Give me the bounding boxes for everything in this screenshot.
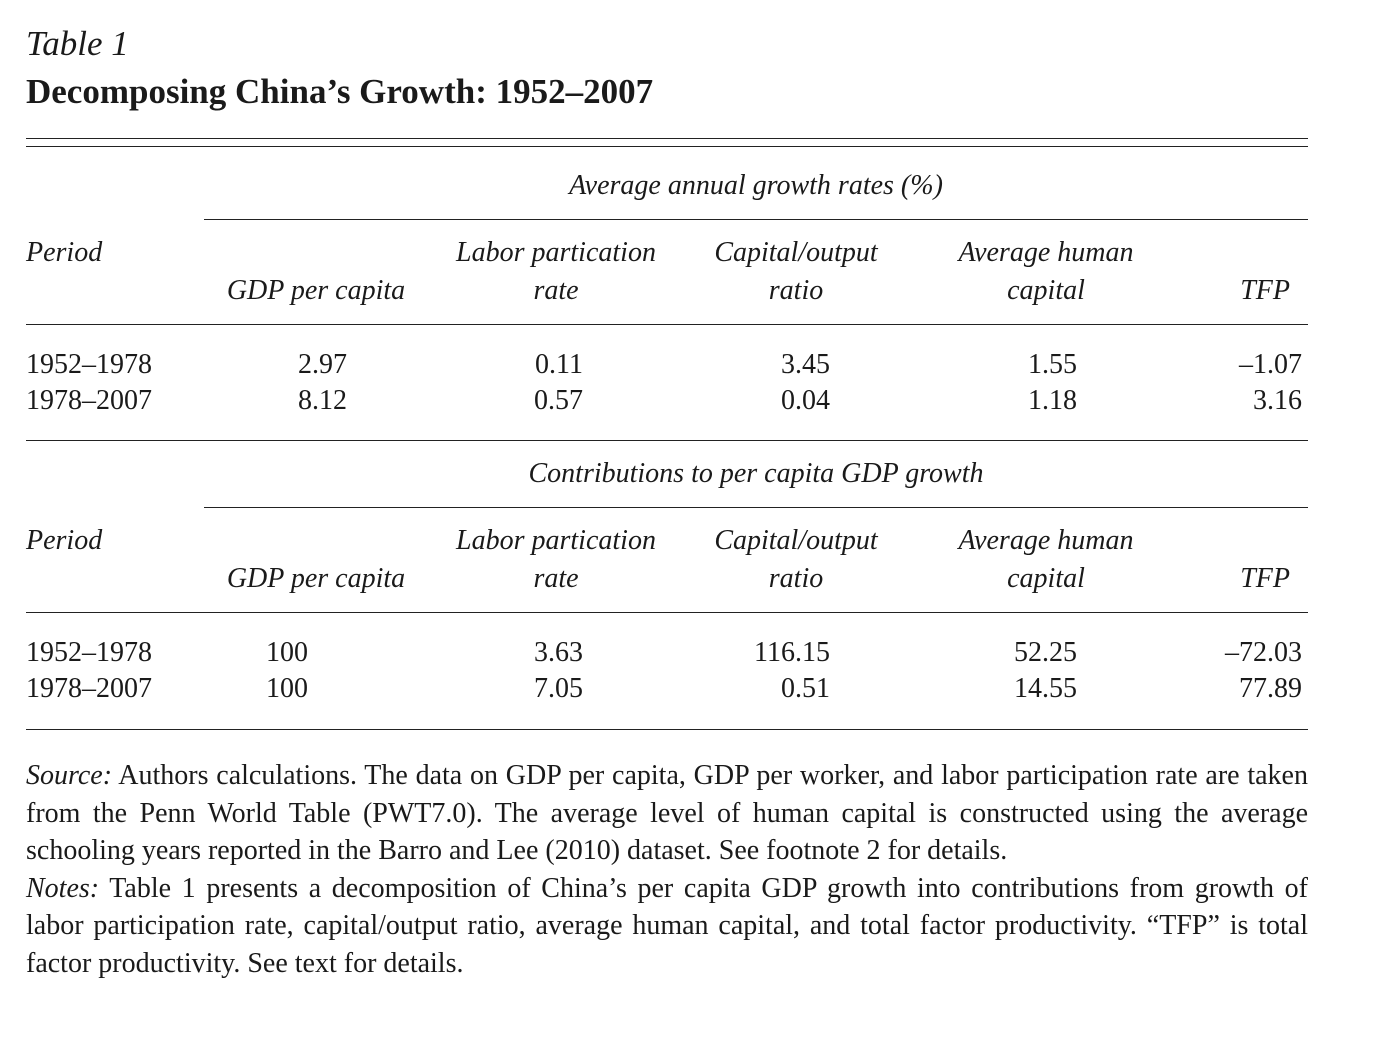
bottom-rule — [26, 729, 1308, 730]
column-header: Average human — [958, 525, 1134, 556]
table-notes: Source: Authors calculations. The data o… — [26, 757, 1308, 982]
column-header: TFP — [1240, 563, 1290, 594]
row-period: 1952–1978 — [26, 349, 152, 380]
column-header: Average human — [958, 237, 1134, 268]
table-cell: –1.07 — [1239, 349, 1302, 380]
header-rule — [26, 612, 1308, 613]
column-header: capital — [1007, 275, 1085, 306]
notes-label: Notes: — [26, 872, 100, 904]
table-cell: 2.97 — [298, 349, 347, 380]
column-header: ratio — [768, 275, 824, 306]
table-cell: 100 — [266, 637, 308, 668]
spanner-rule — [204, 507, 1308, 508]
table-cell: –72.03 — [1225, 637, 1302, 668]
top-rule — [26, 146, 1308, 147]
panel-a-spanner: Average annual growth rates (%) — [569, 170, 943, 201]
column-header: Labor partication — [456, 525, 656, 556]
column-header: GDP per capita — [226, 563, 406, 594]
top-rule — [26, 138, 1308, 139]
table-cell: 52.25 — [1014, 637, 1077, 668]
column-header: GDP per capita — [226, 275, 406, 306]
table-cell: 8.12 — [298, 385, 347, 416]
period-header: Period — [26, 525, 103, 556]
column-header: ratio — [768, 563, 824, 594]
table-cell: 116.15 — [754, 637, 830, 668]
table-label: Table 1 — [26, 24, 129, 63]
table-cell: 7.05 — [534, 673, 583, 704]
period-header: Period — [26, 237, 103, 268]
column-header: Labor partication — [456, 237, 656, 268]
row-period: 1978–2007 — [26, 385, 152, 416]
table-cell: 0.57 — [534, 385, 583, 416]
column-header: Capital/output — [714, 237, 878, 268]
table-cell: 3.16 — [1253, 385, 1302, 416]
table-cell: 77.89 — [1239, 673, 1302, 704]
panel-separator-rule — [26, 440, 1308, 441]
column-header: Capital/output — [714, 525, 878, 556]
source-text: Authors calculations. The data on GDP pe… — [26, 760, 1308, 866]
column-header: capital — [1007, 563, 1085, 594]
table-cell: 3.45 — [781, 349, 830, 380]
column-header: TFP — [1240, 275, 1290, 306]
table-title: Decomposing China’s Growth: 1952–2007 — [26, 72, 654, 111]
header-rule — [26, 324, 1308, 325]
table-cell: 3.63 — [534, 637, 583, 668]
spanner-rule — [204, 219, 1308, 220]
table-cell: 14.55 — [1014, 673, 1077, 704]
source-note: Source: Authors calculations. The data o… — [26, 757, 1308, 870]
table-cell: 0.51 — [781, 673, 830, 704]
panel-b-spanner: Contributions to per capita GDP growth — [528, 458, 984, 489]
row-period: 1978–2007 — [26, 673, 152, 704]
column-header: rate — [533, 275, 579, 306]
table-cell: 0.04 — [781, 385, 830, 416]
column-header: rate — [533, 563, 579, 594]
table-cell: 1.18 — [1028, 385, 1077, 416]
source-label: Source: — [26, 760, 113, 791]
table-cell: 100 — [266, 673, 308, 704]
row-period: 1952–1978 — [26, 637, 152, 668]
notes-note: Notes: Table 1 presents a decomposition … — [26, 870, 1308, 983]
notes-text: Table 1 presents a decomposition of Chin… — [26, 872, 1308, 979]
table-cell: 1.55 — [1028, 349, 1077, 380]
table-cell: 0.11 — [535, 349, 583, 380]
